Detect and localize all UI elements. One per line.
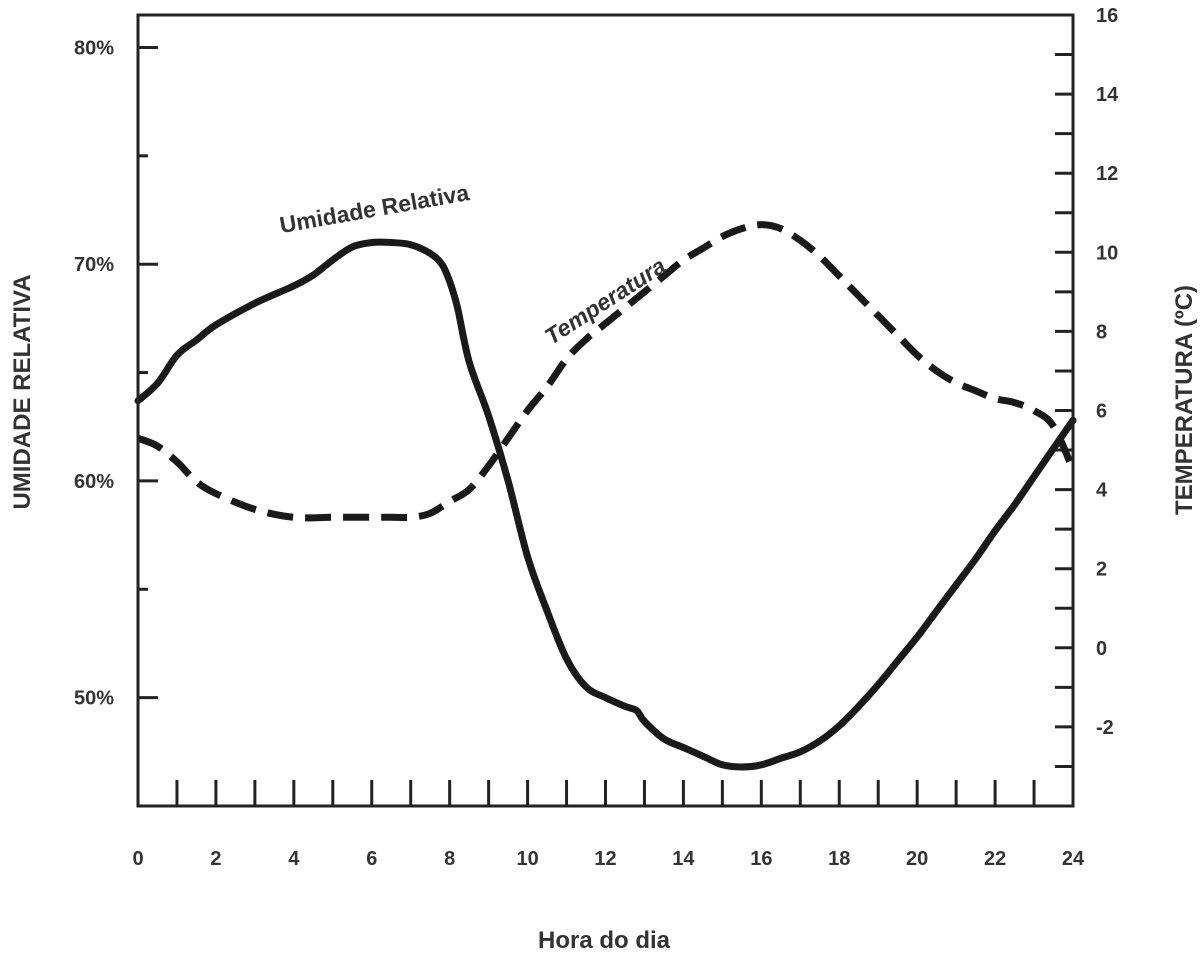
x-tick-label: 12 xyxy=(594,848,616,870)
right-tick-label: 16 xyxy=(1096,5,1118,27)
tick-labels: 0 2 4 6 8 10 12 14 16 18 20 22 2450%60%70%80%-202468… xyxy=(74,5,1119,870)
humidity-line xyxy=(134,238,1077,771)
plot-frame xyxy=(136,13,1075,808)
right-tick-label: 8 xyxy=(1096,321,1107,343)
left-tick-label: 80% xyxy=(74,38,114,60)
temperature-line xyxy=(136,221,1077,522)
temperature-curve-label: Temperatura xyxy=(540,252,670,349)
left-tick-label: 60% xyxy=(74,471,114,493)
right-tick-label: 4 xyxy=(1096,480,1108,502)
x-axis-title: Hora do dia xyxy=(538,927,671,954)
x-tick-label: 24 xyxy=(1062,848,1085,870)
series-group xyxy=(134,221,1077,771)
left-axis-title: UMIDADE RELATIVA xyxy=(9,274,36,509)
left-tick-label: 50% xyxy=(74,688,114,710)
x-tick-label: 18 xyxy=(828,848,850,870)
right-tick-label: -2 xyxy=(1096,717,1114,739)
x-tick-label: 10 xyxy=(516,848,538,870)
right-axis-title: TEMPERATURA (ºC) xyxy=(1171,285,1198,515)
right-tick-label: 12 xyxy=(1096,163,1118,185)
x-tick-label: 8 xyxy=(444,848,455,870)
x-tick-label: 16 xyxy=(750,848,772,870)
x-tick-label: 4 xyxy=(288,848,300,870)
x-tick-label: 2 xyxy=(210,848,221,870)
right-tick-label: 14 xyxy=(1096,84,1119,106)
x-tick-label: 14 xyxy=(672,848,695,870)
left-tick-label: 70% xyxy=(74,254,114,276)
x-tick-label: 22 xyxy=(984,848,1006,870)
right-tick-label: 10 xyxy=(1096,242,1118,264)
right-tick-label: 6 xyxy=(1096,401,1107,423)
x-tick-label: 0 xyxy=(132,848,143,870)
x-tick-label: 20 xyxy=(906,848,928,870)
x-tick-label: 6 xyxy=(366,848,377,870)
right-tick-label: 2 xyxy=(1096,559,1107,581)
right-tick-label: 0 xyxy=(1096,638,1107,660)
axis-ticks xyxy=(138,46,1073,806)
humidity-curve-label: Umidade Relativa xyxy=(278,179,472,238)
